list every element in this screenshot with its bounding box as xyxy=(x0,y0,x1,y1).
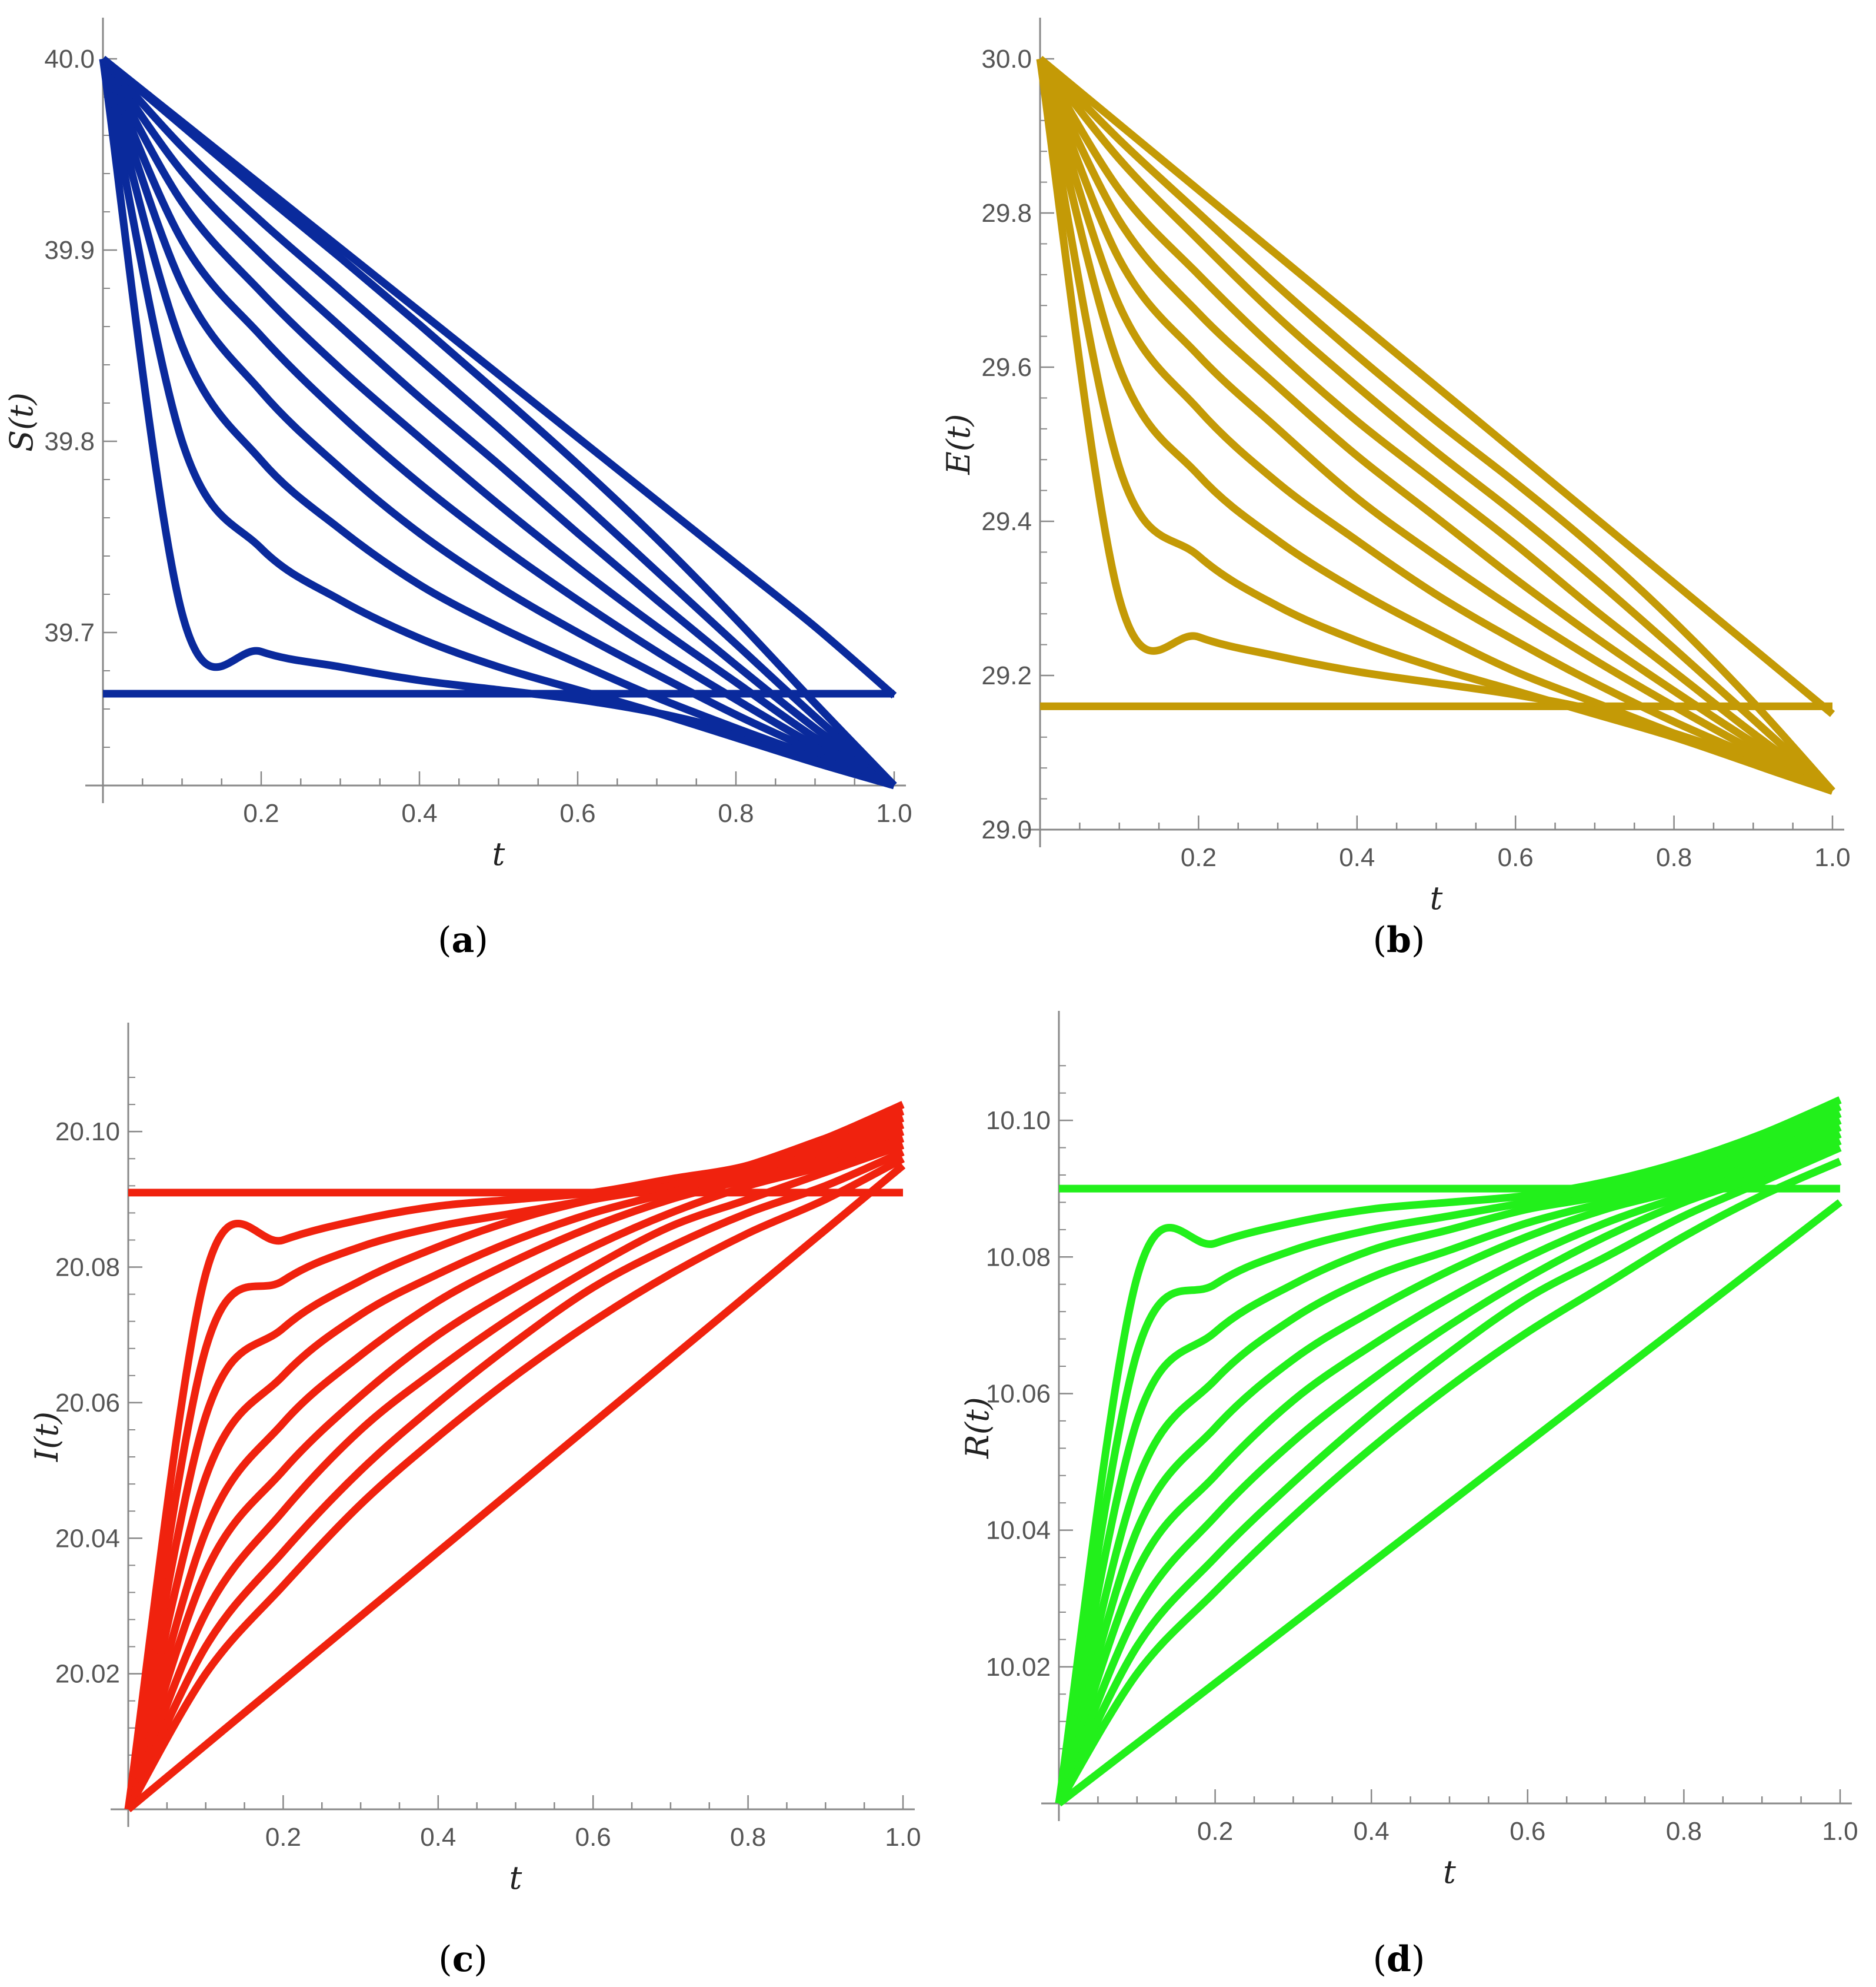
x-axis-label: t xyxy=(1443,1853,1456,1891)
series-line-7 xyxy=(99,56,897,789)
x-tick-label: 1.0 xyxy=(1822,1817,1858,1846)
series-line-2 xyxy=(99,58,895,790)
y-axis-label: E(t) xyxy=(940,414,977,475)
series-line-8 xyxy=(1055,1144,1842,1805)
series-line-10 xyxy=(1057,1199,1842,1807)
series-line-8 xyxy=(100,56,897,788)
series-line-10 xyxy=(125,1162,906,1812)
x-tick-label: 0.2 xyxy=(1197,1817,1233,1846)
series-line-3 xyxy=(1055,1110,1842,1805)
caption-a: (a) xyxy=(438,920,488,961)
y-axis-label: S(t) xyxy=(3,392,40,452)
x-tick-label: 0.8 xyxy=(1666,1817,1702,1846)
series-line-9 xyxy=(125,1155,905,1812)
panel-a: 0.2 0.4 0.6 0.8 1.0 39.7 39.8 39.9 40.0 t S(t) xyxy=(3,18,912,873)
y-tick-label: 20.04 xyxy=(55,1524,120,1553)
series-line-10 xyxy=(1037,55,1835,717)
series-line-3 xyxy=(99,58,896,790)
series-line-4 xyxy=(124,1121,905,1810)
y-tick-label: 29.8 xyxy=(981,199,1032,228)
x-axis-label: t xyxy=(509,1859,522,1896)
series-line-9 xyxy=(1055,1157,1842,1806)
x-axis-label: t xyxy=(492,836,505,873)
x-axis-label: t xyxy=(1430,880,1443,917)
x-tick-label: 0.8 xyxy=(730,1823,766,1852)
y-axis-label: I(t) xyxy=(28,1412,65,1462)
series-line-4 xyxy=(1055,1117,1842,1805)
y-tick-label: 20.10 xyxy=(55,1117,120,1146)
y-tick-label: 20.02 xyxy=(55,1660,120,1689)
series-line-5 xyxy=(1055,1123,1842,1805)
x-tick-label: 0.4 xyxy=(420,1823,456,1852)
caption-b: (b) xyxy=(1373,920,1425,961)
y-tick-label: 39.9 xyxy=(44,236,95,265)
x-tick-label: 1.0 xyxy=(876,799,912,828)
y-tick-label: 29.0 xyxy=(981,816,1032,844)
x-tick-label: 0.2 xyxy=(243,799,279,828)
y-tick-label: 30.0 xyxy=(981,45,1032,74)
panel-c: 0.2 0.4 0.6 0.8 1.0 20.02 20.04 20.06 20.08 20.10… xyxy=(28,1023,921,1896)
series-line-4 xyxy=(1036,58,1834,795)
x-tick-label: 0.8 xyxy=(1656,843,1692,872)
series-line-9 xyxy=(100,56,897,788)
series-line-5 xyxy=(124,1128,905,1810)
x-tick-label: 0.6 xyxy=(559,799,595,828)
y-tick-label: 10.02 xyxy=(986,1653,1051,1682)
caption-d: (d) xyxy=(1373,1939,1425,1980)
x-tick-label: 0.6 xyxy=(1510,1817,1545,1846)
y-tick-label: 39.7 xyxy=(44,618,95,647)
series-line-4 xyxy=(99,57,896,789)
series-line-7 xyxy=(1055,1137,1842,1805)
x-tick-label: 0.6 xyxy=(1498,843,1534,872)
series-line-6 xyxy=(99,56,897,789)
x-tick-label: 0.4 xyxy=(1354,1817,1389,1846)
series-line-6 xyxy=(1037,57,1835,795)
series-line-6 xyxy=(124,1134,905,1811)
x-tick-label: 0.4 xyxy=(1339,843,1375,872)
series-line-6 xyxy=(1055,1130,1842,1805)
series-line-9 xyxy=(1037,56,1835,794)
y-tick-label: 20.08 xyxy=(55,1253,120,1282)
y-axis-label: R(t) xyxy=(959,1397,996,1459)
series-line-8 xyxy=(125,1148,905,1811)
x-tick-label: 1.0 xyxy=(1814,843,1850,872)
y-tick-label: 29.4 xyxy=(981,507,1032,536)
series-line-10 xyxy=(100,55,897,699)
series-line-7 xyxy=(124,1141,905,1811)
x-tick-label: 1.0 xyxy=(885,1823,921,1852)
panel-b: 0.2 0.4 0.6 0.8 1.0 29.0 29.2 29.4 29.6 29.8 30.0 t… xyxy=(940,18,1851,917)
series-line-7 xyxy=(1037,56,1835,794)
x-tick-label: 0.2 xyxy=(265,1823,301,1852)
x-tick-label: 0.8 xyxy=(718,799,754,828)
y-tick-label: 29.6 xyxy=(981,353,1032,382)
y-tick-label: 29.2 xyxy=(981,661,1032,690)
series-line-3 xyxy=(124,1114,905,1810)
x-tick-label: 0.6 xyxy=(575,1823,611,1852)
y-tick-label: 10.10 xyxy=(986,1106,1051,1135)
series-line-5 xyxy=(1036,57,1834,795)
y-tick-label: 10.04 xyxy=(986,1516,1051,1545)
x-tick-label: 0.4 xyxy=(401,799,437,828)
series-line-3 xyxy=(1036,58,1834,795)
y-tick-label: 20.06 xyxy=(55,1389,120,1417)
series-line-8 xyxy=(1037,56,1835,794)
y-tick-label: 40.0 xyxy=(44,45,95,74)
y-tick-label: 39.8 xyxy=(44,427,95,456)
series-line-5 xyxy=(99,57,896,789)
series-line-1 xyxy=(1055,1096,1842,1804)
y-tick-label: 10.06 xyxy=(986,1379,1051,1408)
series-line-2 xyxy=(1055,1103,1842,1805)
panel-d: 0.2 0.4 0.6 0.8 1.0 10.02 10.04 10.06 10.08 10.10… xyxy=(959,1011,1858,1891)
caption-c: (c) xyxy=(438,1939,487,1980)
y-tick-label: 10.08 xyxy=(986,1243,1051,1272)
x-tick-label: 0.2 xyxy=(1181,843,1217,872)
